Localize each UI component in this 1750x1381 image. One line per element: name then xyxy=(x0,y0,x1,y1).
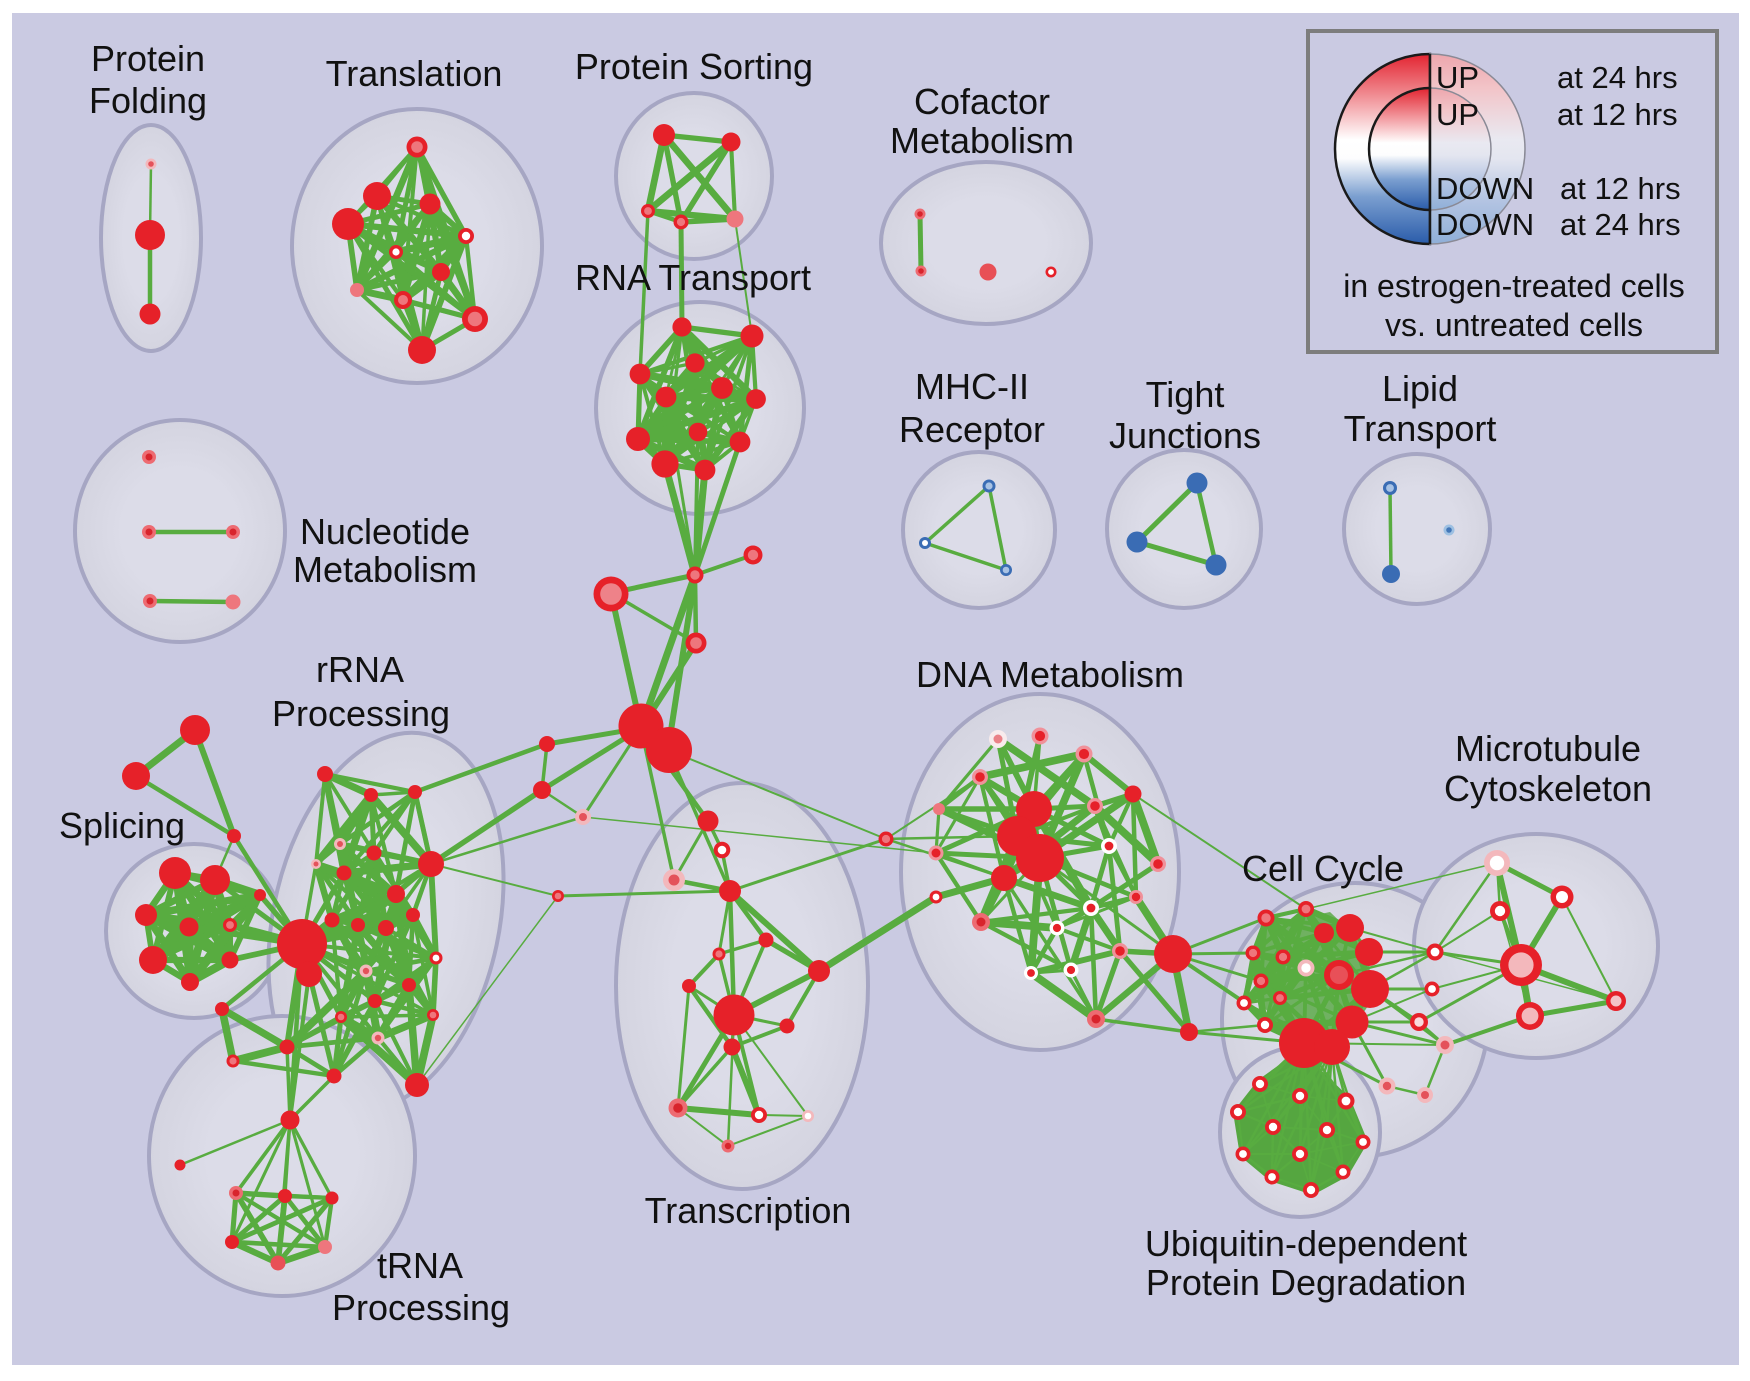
svg-text:Protein Degradation: Protein Degradation xyxy=(1146,1262,1466,1303)
svg-text:Nucleotide: Nucleotide xyxy=(300,511,470,552)
svg-text:Cofactor: Cofactor xyxy=(914,81,1050,122)
svg-text:DOWN: DOWN xyxy=(1436,171,1534,206)
svg-text:at 12 hrs: at 12 hrs xyxy=(1557,97,1678,132)
svg-text:Tight: Tight xyxy=(1146,374,1225,415)
svg-text:Protein: Protein xyxy=(91,38,205,79)
svg-text:at 24 hrs: at 24 hrs xyxy=(1560,207,1681,242)
svg-text:Microtubule: Microtubule xyxy=(1455,728,1641,769)
svg-text:UP: UP xyxy=(1436,97,1479,132)
svg-text:Protein Sorting: Protein Sorting xyxy=(575,46,813,87)
svg-text:DNA Metabolism: DNA Metabolism xyxy=(916,654,1184,695)
svg-text:at 24 hrs: at 24 hrs xyxy=(1557,60,1678,95)
svg-text:Transcription: Transcription xyxy=(645,1190,852,1231)
svg-text:Processing: Processing xyxy=(272,693,450,734)
svg-text:MHC-II: MHC-II xyxy=(915,366,1029,407)
svg-text:DOWN: DOWN xyxy=(1436,207,1534,242)
svg-text:tRNA: tRNA xyxy=(377,1245,463,1286)
svg-text:Ubiquitin-dependent: Ubiquitin-dependent xyxy=(1145,1223,1467,1264)
svg-text:Cytoskeleton: Cytoskeleton xyxy=(1444,768,1652,809)
svg-text:Translation: Translation xyxy=(326,53,503,94)
svg-text:Junctions: Junctions xyxy=(1109,415,1261,456)
svg-text:Cell Cycle: Cell Cycle xyxy=(1242,848,1404,889)
svg-text:Receptor: Receptor xyxy=(899,409,1045,450)
svg-text:Metabolism: Metabolism xyxy=(293,549,477,590)
svg-text:at 12 hrs: at 12 hrs xyxy=(1560,171,1681,206)
svg-text:Splicing: Splicing xyxy=(59,805,185,846)
svg-text:rRNA: rRNA xyxy=(316,649,404,690)
svg-text:vs. untreated cells: vs. untreated cells xyxy=(1385,307,1643,343)
svg-text:Lipid: Lipid xyxy=(1382,368,1458,409)
svg-text:Folding: Folding xyxy=(89,80,207,121)
svg-text:in estrogen-treated cells: in estrogen-treated cells xyxy=(1343,268,1685,304)
svg-text:UP: UP xyxy=(1436,60,1479,95)
svg-text:Metabolism: Metabolism xyxy=(890,120,1074,161)
svg-text:RNA Transport: RNA Transport xyxy=(575,257,811,298)
svg-text:Processing: Processing xyxy=(332,1287,510,1328)
svg-text:Transport: Transport xyxy=(1344,408,1497,449)
